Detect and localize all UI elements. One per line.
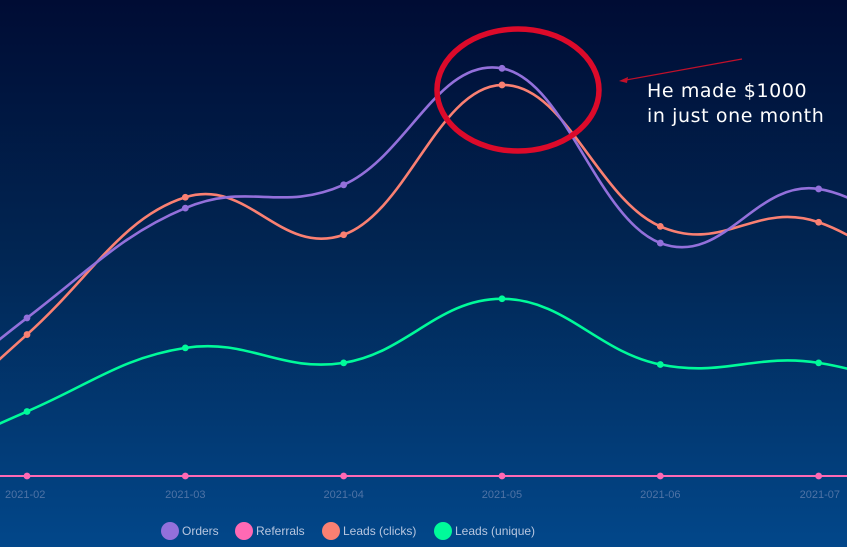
data-point[interactable] bbox=[815, 218, 823, 226]
data-point[interactable] bbox=[815, 472, 823, 480]
legend-label: Leads (unique) bbox=[455, 524, 535, 538]
data-point[interactable] bbox=[815, 185, 823, 193]
x-axis: 2021-02 2021-03 2021-04 2021-05 2021-06 2021-… bbox=[5, 489, 840, 501]
x-tick-label: 2021-05 bbox=[482, 489, 522, 501]
x-tick-label: 2021-02 bbox=[5, 489, 45, 501]
annotation-line: in just one month bbox=[647, 105, 825, 127]
legend-item[interactable]: Orders bbox=[161, 522, 219, 540]
legend-swatch bbox=[434, 522, 452, 540]
highlight-circle bbox=[434, 26, 602, 154]
data-point[interactable] bbox=[815, 359, 823, 367]
data-point[interactable] bbox=[340, 472, 348, 480]
legend-item[interactable]: Referrals bbox=[235, 522, 305, 540]
legend-item[interactable]: Leads (clicks) bbox=[322, 522, 416, 540]
data-point[interactable] bbox=[23, 331, 31, 338]
series-layer bbox=[0, 64, 847, 480]
annotation-arrowhead bbox=[619, 77, 628, 83]
data-point[interactable] bbox=[498, 472, 506, 480]
legend-label: Leads (clicks) bbox=[343, 524, 416, 538]
annotation-text: He made $1000 in just one month bbox=[647, 79, 824, 129]
data-point[interactable] bbox=[656, 361, 664, 368]
data-point[interactable] bbox=[181, 193, 189, 201]
legend-swatch bbox=[161, 522, 179, 540]
data-point[interactable] bbox=[498, 81, 506, 89]
x-tick-label: 2021-03 bbox=[165, 489, 205, 501]
series-leads-unique bbox=[0, 295, 847, 425]
legend-item[interactable]: Leads (unique) bbox=[434, 522, 535, 540]
data-point[interactable] bbox=[340, 359, 348, 367]
annotation-line: He made $1000 bbox=[647, 80, 808, 102]
data-point[interactable] bbox=[656, 239, 664, 247]
data-point[interactable] bbox=[23, 314, 31, 322]
data-point[interactable] bbox=[498, 64, 506, 72]
series-orders bbox=[0, 64, 847, 341]
series-line bbox=[0, 66, 847, 341]
series-line bbox=[0, 83, 847, 361]
data-point[interactable] bbox=[23, 472, 31, 480]
legend-label: Referrals bbox=[256, 524, 305, 538]
annotation-layer bbox=[434, 26, 743, 154]
data-point[interactable] bbox=[181, 472, 189, 480]
legend: Orders Referrals Leads (clicks) Leads (uniq… bbox=[161, 522, 535, 540]
data-point[interactable] bbox=[181, 204, 189, 212]
legend-label: Orders bbox=[182, 524, 219, 538]
data-point[interactable] bbox=[340, 231, 348, 239]
data-point[interactable] bbox=[656, 223, 664, 230]
series-leads-clicks bbox=[0, 81, 847, 361]
data-point[interactable] bbox=[498, 295, 506, 303]
data-point[interactable] bbox=[340, 181, 348, 189]
legend-swatch bbox=[235, 522, 253, 540]
series-referrals bbox=[0, 472, 847, 480]
x-tick-label: 2021-07 bbox=[800, 489, 840, 501]
data-point[interactable] bbox=[656, 472, 664, 480]
data-point[interactable] bbox=[181, 344, 189, 352]
x-tick-label: 2021-04 bbox=[323, 489, 363, 501]
annotation-arrow-line bbox=[625, 58, 743, 81]
series-line bbox=[0, 297, 847, 425]
data-point[interactable] bbox=[23, 408, 31, 415]
legend-swatch bbox=[322, 522, 340, 540]
x-tick-label: 2021-06 bbox=[640, 489, 680, 501]
